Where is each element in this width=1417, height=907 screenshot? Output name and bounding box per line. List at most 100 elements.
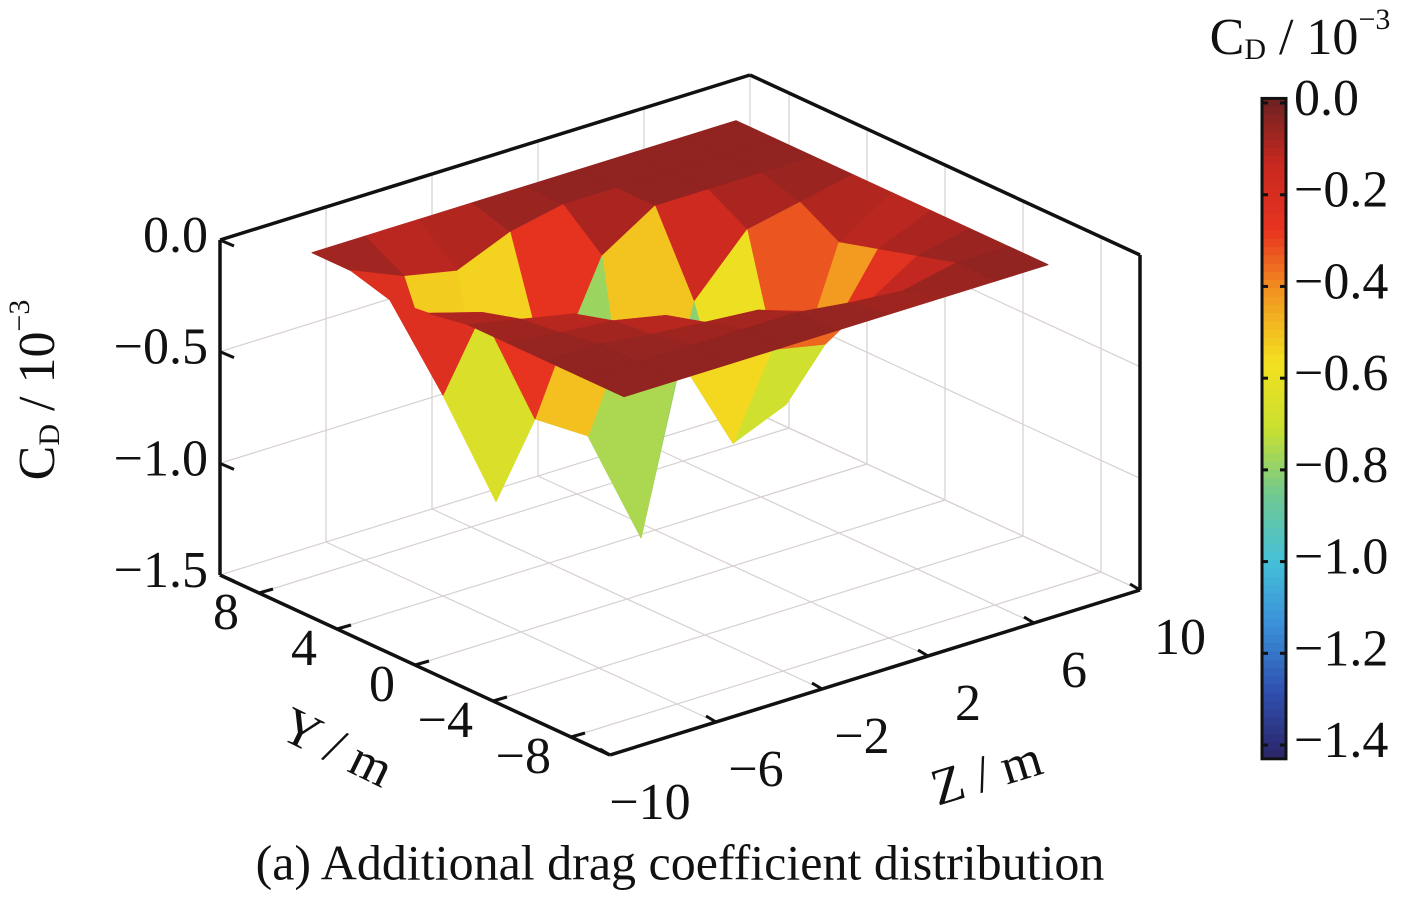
colorbar-band xyxy=(1262,659,1286,669)
colorbar-band xyxy=(1262,560,1286,570)
colorbar-band xyxy=(1262,197,1286,207)
colorbar-band xyxy=(1262,626,1286,636)
grid-line xyxy=(325,541,717,723)
colorbar-band xyxy=(1262,486,1286,496)
tick-mark xyxy=(1023,615,1035,625)
colorbar-tick-label: −0.2 xyxy=(1294,162,1388,219)
colorbar-band xyxy=(1262,725,1286,735)
label-part: D xyxy=(1244,33,1266,66)
colorbar-band xyxy=(1262,709,1286,719)
colorbar-band xyxy=(1262,238,1286,248)
colorbar-band xyxy=(1262,601,1286,611)
colorbar-band xyxy=(1262,387,1286,397)
colorbar-band xyxy=(1262,701,1286,710)
colorbar-band xyxy=(1262,717,1286,727)
grid-line xyxy=(643,442,1035,624)
colorbar-band xyxy=(1262,164,1286,174)
colorbar-band xyxy=(1262,643,1286,653)
colorbar-band xyxy=(1262,610,1286,620)
colorbar-band xyxy=(1262,403,1286,413)
y-tick-label: 4 xyxy=(291,620,317,677)
z-tick-label: −0.5 xyxy=(114,319,208,376)
colorbar-band xyxy=(1262,156,1286,166)
colorbar-band xyxy=(1262,247,1286,256)
tick-mark xyxy=(599,747,611,757)
colorbar-tick-label: −0.8 xyxy=(1294,437,1388,494)
colorbar-band xyxy=(1262,676,1286,686)
colorbar-band xyxy=(1262,296,1286,306)
colorbar-band xyxy=(1262,436,1286,446)
colorbar-band xyxy=(1262,478,1286,487)
z-tick-label: 0.0 xyxy=(143,207,208,264)
z-tick-label: −1.5 xyxy=(114,542,208,599)
colorbar-band xyxy=(1262,494,1286,504)
tick-mark xyxy=(705,714,717,724)
colorbar-band xyxy=(1262,651,1286,661)
colorbar-band xyxy=(1262,147,1286,157)
grid-line xyxy=(570,571,1102,738)
colorbar-band xyxy=(1262,337,1286,347)
colorbar-tick-label: −1.2 xyxy=(1294,620,1388,677)
y-tick-label: −8 xyxy=(496,728,551,785)
colorbar-band xyxy=(1262,544,1286,554)
colorbar-band xyxy=(1262,213,1286,223)
y-tick-label: −4 xyxy=(418,692,473,749)
x-tick-label: 6 xyxy=(1061,642,1087,699)
colorbar-band xyxy=(1262,205,1286,215)
grid-line xyxy=(336,463,868,630)
colorbar-band xyxy=(1262,593,1286,603)
colorbar-band xyxy=(1262,684,1286,694)
colorbar-band xyxy=(1262,692,1286,702)
colorbar-tick-label: 0.0 xyxy=(1294,70,1359,127)
x-tick-label: 10 xyxy=(1154,609,1206,666)
colorbar-band xyxy=(1262,370,1286,380)
label-part: −3 xyxy=(3,300,36,332)
tick-mark xyxy=(219,238,235,248)
x-tick-label: −10 xyxy=(609,774,690,831)
colorbar-band xyxy=(1262,329,1286,339)
colorbar-band xyxy=(1262,568,1286,578)
axis-line xyxy=(609,588,1141,757)
colorbar-band xyxy=(1262,535,1286,545)
tick-mark xyxy=(414,659,430,667)
colorbar-band xyxy=(1262,618,1286,628)
colorbar-band xyxy=(1262,734,1286,743)
colorbar-band xyxy=(1262,131,1286,141)
colorbar-band xyxy=(1262,667,1286,677)
grid-line xyxy=(414,499,946,666)
colorbar-band xyxy=(1262,271,1286,281)
label-part: / 10 xyxy=(1266,9,1358,66)
colorbar-band xyxy=(1262,742,1286,752)
colorbar-band xyxy=(1262,469,1286,479)
tick-mark xyxy=(336,623,352,631)
colorbar-band xyxy=(1262,189,1286,199)
colorbar-label: CD / 10−3 xyxy=(1210,3,1391,66)
colorbar-band xyxy=(1262,502,1286,512)
z-axis-label: CD / 10−3 xyxy=(3,300,66,481)
axis-line xyxy=(219,73,751,242)
colorbar-band xyxy=(1262,412,1286,421)
colorbar-tick-label: −1.4 xyxy=(1294,712,1388,769)
tick-mark xyxy=(917,648,929,658)
y-tick-label: 0 xyxy=(369,656,395,713)
colorbar-band xyxy=(1262,313,1286,322)
y-tick-label: 8 xyxy=(213,584,239,641)
colorbar-band xyxy=(1262,519,1286,529)
colorbar-band xyxy=(1262,172,1286,182)
colorbar-band xyxy=(1262,354,1286,364)
tick-mark xyxy=(811,681,823,691)
colorbar-band xyxy=(1262,222,1286,232)
colorbar-band xyxy=(1262,428,1286,438)
colorbar-band xyxy=(1262,577,1286,587)
label-part: D xyxy=(33,424,66,446)
colorbar-band xyxy=(1262,379,1286,388)
grid-line xyxy=(431,508,823,690)
colorbar-frame xyxy=(1260,96,1288,761)
grid-line xyxy=(258,427,790,594)
colorbar-band xyxy=(1262,585,1286,595)
x-tick-label: −6 xyxy=(728,741,783,798)
colorbar-band xyxy=(1262,527,1286,537)
colorbar-band xyxy=(1262,230,1286,240)
axis-line xyxy=(749,73,1141,257)
grid-line xyxy=(492,535,1024,702)
